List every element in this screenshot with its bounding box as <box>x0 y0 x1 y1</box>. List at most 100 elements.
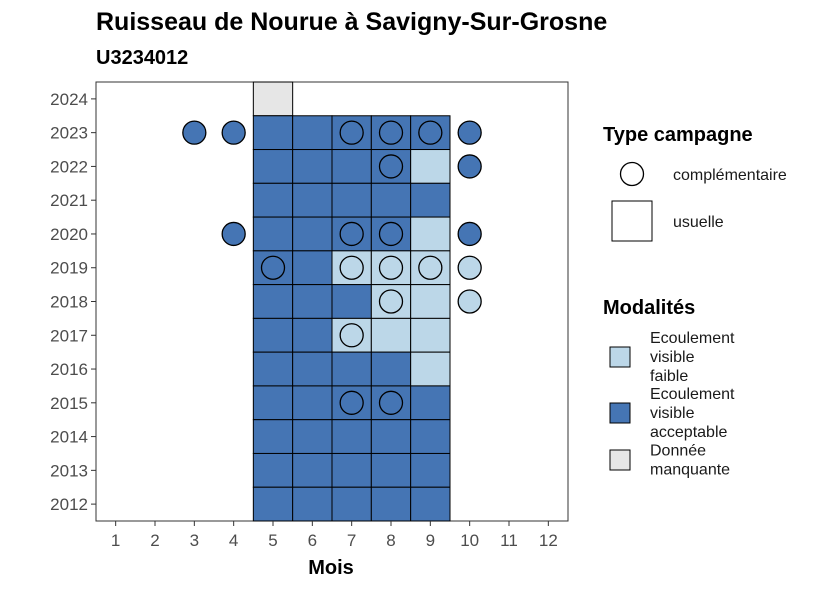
legend-label-line: visible <box>650 349 695 366</box>
point-2018-8 <box>378 289 404 314</box>
tile-2018-5 <box>252 284 294 319</box>
tile-2017-8 <box>370 317 412 353</box>
tile-2022-9 <box>410 149 451 184</box>
tile-2015-6 <box>292 385 333 421</box>
tile-2013-5 <box>252 452 294 488</box>
legend-swatch-acceptable <box>609 402 631 424</box>
legend-label-line: Donnée <box>650 443 706 460</box>
tile-2015-9 <box>410 385 451 421</box>
tile-2012-7 <box>331 486 372 522</box>
tile-2013-9 <box>410 452 451 488</box>
tile-2016-9 <box>410 351 451 387</box>
y-tick-label-2019: 2019 <box>50 259 88 278</box>
x-tick-label-5: 5 <box>268 531 277 550</box>
point-2017-7 <box>339 323 364 348</box>
point-2019-5 <box>260 255 286 280</box>
point-2023-8 <box>378 120 404 145</box>
tile-2020-5 <box>252 216 294 252</box>
legend-key-complementaire <box>619 161 645 187</box>
legend-label-complementaire: complémentaire <box>673 167 787 184</box>
x-tick-label-8: 8 <box>386 531 395 550</box>
y-tick-label-2014: 2014 <box>50 428 88 447</box>
tile-2022-6 <box>292 149 333 184</box>
tile-2019-6 <box>292 250 333 286</box>
tile-2016-7 <box>331 351 372 387</box>
tile-2014-5 <box>252 419 294 454</box>
point-2019-9 <box>418 255 443 280</box>
point-2022-8 <box>378 154 404 179</box>
tile-2014-7 <box>331 419 372 454</box>
legend-title-type: Type campagne <box>603 124 753 146</box>
tile-2023-6 <box>292 115 333 151</box>
tile-2018-7 <box>331 284 372 319</box>
tile-2012-9 <box>410 486 451 522</box>
tile-2016-8 <box>370 351 412 387</box>
tile-2016-5 <box>252 351 294 387</box>
legend-label-acceptable: Ecoulement visible acceptable <box>650 386 735 441</box>
x-tick-label-3: 3 <box>190 531 199 550</box>
x-tick-label-4: 4 <box>229 531 238 550</box>
legend-label-line: acceptable <box>650 424 727 441</box>
tile-2018-6 <box>292 284 333 319</box>
x-tick-label-11: 11 <box>500 531 518 550</box>
point-2015-7 <box>339 390 364 415</box>
point-2018-10 <box>457 289 482 314</box>
tile-2012-6 <box>292 486 333 522</box>
point-2019-7 <box>339 255 364 280</box>
legend-label-manquante: Donnée manquante <box>650 443 730 479</box>
y-tick-label-2024: 2024 <box>50 90 88 109</box>
tile-2021-6 <box>292 182 333 218</box>
legend-label-faible: Ecoulement visible faible <box>650 330 735 385</box>
point-2023-4 <box>221 120 246 145</box>
point-2023-10 <box>457 120 482 145</box>
plot-area: 1 2 3 4 5 6 7 8 9 10 11 122024202320222021202020192… <box>50 81 569 550</box>
tile-2014-8 <box>370 419 412 454</box>
legend-label-line: visible <box>650 405 695 422</box>
tile-2020-9 <box>410 216 451 252</box>
y-tick-label-2016: 2016 <box>50 360 88 379</box>
chart-title: Ruisseau de Nourue à Savigny-Sur-Grosne <box>96 8 607 36</box>
tile-2013-8 <box>370 452 412 488</box>
legend: Type campagne complémentaire usuelle Modali… <box>603 124 787 479</box>
tile-2016-6 <box>292 351 333 387</box>
x-tick-label-2: 2 <box>150 531 159 550</box>
tile-2021-7 <box>331 182 372 218</box>
y-tick-label-2012: 2012 <box>50 495 88 514</box>
legend-title-modalites: Modalités <box>603 297 695 319</box>
y-tick-label-2013: 2013 <box>50 461 88 480</box>
tile-2022-7 <box>331 149 372 184</box>
tile-2017-9 <box>410 317 451 353</box>
point-2023-9 <box>418 120 443 145</box>
x-tick-label-7: 7 <box>347 531 356 550</box>
tile-2021-8 <box>370 182 412 218</box>
legend-key-usuelle <box>611 200 653 242</box>
point-2020-4 <box>221 221 246 247</box>
tile-2012-8 <box>370 486 412 522</box>
x-tick-label-12: 12 <box>539 531 558 550</box>
point-2019-8 <box>378 255 404 280</box>
legend-label-line: manquante <box>650 462 730 479</box>
point-2022-10 <box>457 154 482 179</box>
legend-swatch-faible <box>609 346 631 368</box>
point-2023-7 <box>339 120 364 145</box>
chart-subtitle: U3234012 <box>96 47 188 69</box>
point-2020-10 <box>457 221 482 247</box>
tile-2022-5 <box>252 149 294 184</box>
y-tick-label-2023: 2023 <box>50 124 88 143</box>
point-2015-8 <box>378 390 404 415</box>
tile-2014-9 <box>410 419 451 454</box>
y-tick-label-2022: 2022 <box>50 157 88 176</box>
tile-2018-9 <box>410 284 451 319</box>
x-tick-label-6: 6 <box>308 531 317 550</box>
y-tick-label-2017: 2017 <box>50 326 88 345</box>
tile-2023-5 <box>252 115 294 151</box>
tile-2015-5 <box>252 385 294 421</box>
point-2019-10 <box>457 255 482 280</box>
y-tick-label-2021: 2021 <box>50 191 88 210</box>
point-2020-7 <box>339 221 364 247</box>
legend-label-usuelle: usuelle <box>673 214 724 231</box>
legend-label-line: Ecoulement <box>650 330 735 347</box>
legend-label-line: Ecoulement <box>650 386 735 403</box>
tile-2017-5 <box>252 317 294 353</box>
